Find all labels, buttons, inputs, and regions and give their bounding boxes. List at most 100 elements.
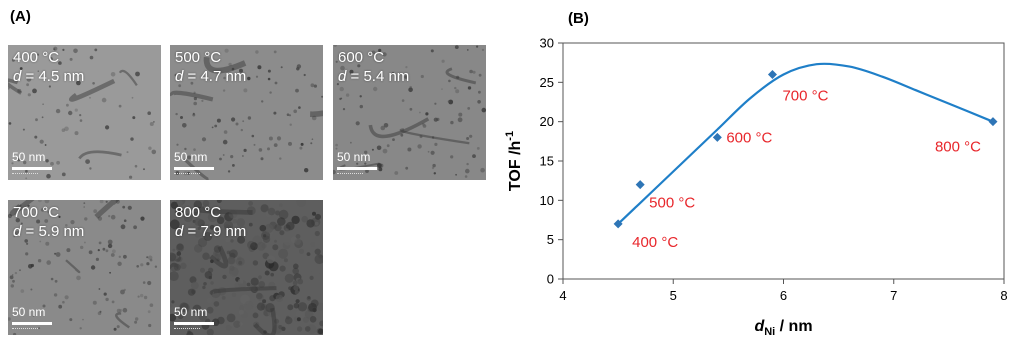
- texture-speck: [193, 225, 199, 230]
- texture-speck: [246, 206, 256, 215]
- texture-speck: [88, 250, 93, 255]
- texture-speck: [455, 173, 457, 176]
- texture-speck: [20, 289, 25, 293]
- texture-speck: [243, 88, 248, 93]
- texture-speck: [84, 241, 86, 244]
- texture-speck: [146, 262, 150, 266]
- texture-speck: [478, 73, 482, 77]
- data-point-marker: [613, 219, 623, 229]
- texture-speck: [260, 157, 264, 161]
- texture-speck: [315, 213, 321, 220]
- y-tick-label: 0: [547, 272, 554, 287]
- texture-speck: [53, 46, 58, 51]
- texture-speck: [405, 166, 409, 170]
- texture-speck: [122, 205, 126, 209]
- x-axis-title-sub: Ni: [764, 326, 775, 338]
- texture-speck: [210, 259, 214, 264]
- texture-speck: [189, 262, 194, 266]
- texture-speck: [284, 273, 294, 283]
- texture-speck: [279, 157, 282, 160]
- texture-speck: [34, 135, 38, 139]
- texture-speck: [309, 316, 317, 323]
- texture-speck: [207, 235, 211, 240]
- micrograph-caption-strip: [12, 173, 38, 178]
- texture-speck: [44, 200, 50, 204]
- texture-speck: [240, 294, 250, 305]
- texture-speck: [193, 101, 197, 106]
- texture-speck: [92, 82, 95, 85]
- texture-speck: [170, 252, 177, 262]
- texture-speck: [176, 243, 184, 251]
- texture-speck: [170, 303, 173, 308]
- texture-speck: [340, 65, 345, 71]
- scale-bar: [337, 167, 377, 170]
- texture-speck: [252, 312, 259, 319]
- texture-speck: [65, 224, 68, 227]
- texture-speck: [292, 267, 299, 275]
- texture-speck: [338, 55, 342, 59]
- texture-speck: [148, 255, 153, 260]
- texture-speck: [386, 144, 390, 148]
- texture-speck: [261, 242, 267, 249]
- texture-speck: [472, 70, 476, 74]
- texture-speck: [264, 223, 274, 233]
- texture-speck: [47, 210, 50, 214]
- texture-speck: [176, 208, 183, 214]
- texture-speck: [192, 304, 202, 314]
- texture-speck: [427, 150, 430, 153]
- texture-speck: [277, 217, 286, 226]
- diameter-value: = 7.9 nm: [183, 223, 247, 240]
- texture-speck: [110, 253, 115, 257]
- micrograph-caption-strip: [174, 173, 200, 178]
- texture-speck: [273, 111, 277, 115]
- texture-speck: [26, 83, 29, 87]
- tem-image-600c: 600 °C d = 5.4 nm 50 nm: [333, 45, 486, 180]
- texture-speck: [232, 164, 235, 167]
- texture-speck: [476, 147, 480, 150]
- texture-speck: [213, 245, 222, 253]
- texture-speck: [98, 288, 101, 290]
- texture-speck: [15, 231, 20, 236]
- texture-speck: [117, 261, 122, 266]
- texture-speck: [256, 218, 262, 224]
- texture-speck: [140, 216, 145, 221]
- texture-speck: [66, 72, 69, 75]
- texture-speck: [178, 84, 182, 88]
- texture-speck: [276, 136, 282, 141]
- texture-speck: [279, 230, 285, 236]
- y-tick-label: 25: [540, 75, 554, 90]
- texture-speck: [19, 67, 23, 70]
- texture-flake: [78, 150, 122, 160]
- x-axis-title-unit: / nm: [775, 318, 812, 335]
- texture-speck: [19, 204, 22, 207]
- texture-speck: [293, 263, 299, 270]
- texture-speck: [333, 45, 337, 47]
- texture-speck: [95, 257, 99, 261]
- texture-speck: [226, 313, 236, 323]
- texture-speck: [256, 292, 263, 300]
- texture-speck: [177, 313, 184, 320]
- y-tick-label: 20: [540, 114, 554, 129]
- texture-speck: [79, 327, 82, 330]
- data-point-label: 600 °C: [726, 129, 772, 146]
- texture-speck: [50, 161, 54, 166]
- texture-speck: [53, 293, 58, 297]
- texture-speck: [9, 275, 14, 280]
- texture-speck: [170, 219, 180, 230]
- y-tick-label: 10: [540, 193, 554, 208]
- tem-temperature-label: 800 °C: [175, 204, 222, 221]
- texture-speck: [200, 267, 205, 273]
- texture-flake: [94, 200, 120, 219]
- texture-speck: [55, 252, 61, 257]
- texture-speck: [404, 75, 408, 79]
- texture-speck: [296, 317, 301, 322]
- texture-speck: [187, 155, 192, 160]
- texture-speck: [441, 59, 445, 63]
- texture-speck: [450, 120, 454, 125]
- texture-flake: [445, 67, 477, 85]
- texture-speck: [147, 111, 151, 115]
- texture-flake: [203, 57, 247, 74]
- texture-speck: [116, 308, 121, 313]
- texture-speck: [23, 160, 27, 165]
- texture-speck: [12, 279, 15, 283]
